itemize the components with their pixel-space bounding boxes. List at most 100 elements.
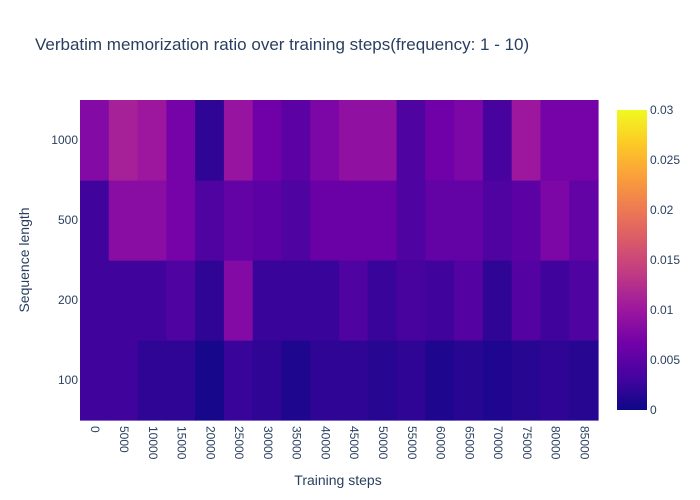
- heatmap-cell: [80, 340, 110, 421]
- heatmap-cell: [339, 260, 369, 341]
- heatmap-cell: [339, 100, 369, 181]
- colorbar-tick-label: 0.025: [650, 153, 680, 167]
- heatmap-cell: [166, 260, 196, 341]
- heatmap-cell: [339, 180, 369, 261]
- colorbar: [617, 110, 647, 410]
- heatmap-cell: [540, 100, 570, 181]
- x-tick-label: 35000: [290, 426, 304, 460]
- x-tick-label: 5000: [117, 426, 131, 453]
- y-tick-labels: 100 200 500 1000: [51, 133, 78, 387]
- colorbar-tick-label: 0.02: [650, 203, 674, 217]
- heatmap-cell: [137, 260, 167, 341]
- heatmap-cell: [195, 100, 225, 181]
- colorbar-tick-label: 0.005: [650, 353, 680, 367]
- heatmap-cell: [195, 260, 225, 341]
- heatmap-cell: [80, 100, 110, 181]
- heatmap-cell: [367, 180, 398, 261]
- x-tick-label: 60000: [434, 426, 448, 460]
- heatmap-cell: [310, 180, 340, 261]
- heatmap-cell: [108, 100, 139, 181]
- heatmap-cell: [80, 260, 110, 341]
- heatmap-cell: [166, 340, 196, 421]
- heatmap-cell: [482, 260, 513, 341]
- y-tick-label: 200: [58, 293, 78, 307]
- y-tick-label: 100: [58, 373, 78, 387]
- heatmap-cell: [339, 340, 369, 421]
- heatmap-cell: [310, 100, 340, 181]
- x-tick-label: 75000: [520, 426, 534, 460]
- heatmap-cell: [223, 260, 254, 341]
- heatmap-cell: [540, 340, 570, 421]
- heatmap-cell: [425, 100, 455, 181]
- colorbar-tick-label: 0.01: [650, 303, 674, 317]
- heatmap-cell: [396, 260, 426, 341]
- heatmap-cell: [454, 340, 484, 421]
- x-tick-labels: 0 5000 10000 15000 20000 25000 30000 35000 40000…: [88, 426, 591, 460]
- x-tick-label: 55000: [405, 426, 419, 460]
- colorbar-tick-label: 0.03: [650, 103, 674, 117]
- heatmap-cell: [396, 180, 426, 261]
- chart-title: Verbatim memorization ratio over trainin…: [35, 35, 529, 54]
- heatmap-cell: [367, 100, 398, 181]
- x-tick-label: 0: [88, 426, 102, 433]
- heatmap-cell: [482, 100, 513, 181]
- heatmap-cell: [454, 260, 484, 341]
- heatmap-cell: [281, 180, 311, 261]
- heatmap-cell: [252, 260, 283, 341]
- x-tick-label: 30000: [261, 426, 275, 460]
- heatmap-cell: [137, 180, 167, 261]
- colorbar-tick-label: 0: [650, 403, 657, 417]
- heatmap-cell: [137, 100, 167, 181]
- heatmap-cell: [511, 180, 542, 261]
- heatmap-cell: [569, 180, 599, 261]
- heatmap-cell: [396, 340, 426, 421]
- heatmap-cell: [252, 180, 283, 261]
- heatmap-cell: [396, 100, 426, 181]
- x-tick-label: 65000: [462, 426, 476, 460]
- x-tick-label: 10000: [146, 426, 160, 460]
- heatmap-cells: [80, 100, 599, 421]
- y-axis-title: Sequence length: [16, 207, 32, 312]
- heatmap-cell: [223, 340, 254, 421]
- heatmap-cell: [511, 260, 542, 341]
- heatmap-cell: [569, 260, 599, 341]
- x-tick-label: 70000: [491, 426, 505, 460]
- heatmap-cell: [454, 180, 484, 261]
- x-tick-label: 45000: [347, 426, 361, 460]
- colorbar-tick-label: 0.015: [650, 253, 680, 267]
- heatmap-cell: [252, 100, 283, 181]
- x-axis-title: Training steps: [294, 472, 381, 488]
- heatmap-cell: [454, 100, 484, 181]
- heatmap-cell: [108, 180, 139, 261]
- y-tick-label: 1000: [51, 133, 78, 147]
- heatmap-cell: [511, 100, 542, 181]
- heatmap-cell: [223, 180, 254, 261]
- heatmap-cell: [511, 340, 542, 421]
- heatmap-cell: [569, 340, 599, 421]
- heatmap-cell: [195, 180, 225, 261]
- heatmap-cell: [540, 260, 570, 341]
- x-tick-label: 40000: [318, 426, 332, 460]
- heatmap-cell: [195, 340, 225, 421]
- heatmap-cell: [281, 100, 311, 181]
- x-tick-label: 20000: [203, 426, 217, 460]
- heatmap-cell: [223, 100, 254, 181]
- heatmap-cell: [108, 340, 139, 421]
- heatmap-cell: [540, 180, 570, 261]
- heatmap-cell: [310, 340, 340, 421]
- heatmap-cell: [425, 340, 455, 421]
- y-tick-label: 500: [58, 213, 78, 227]
- heatmap-cell: [569, 100, 599, 181]
- heatmap-cell: [367, 340, 398, 421]
- heatmap-cell: [108, 260, 139, 341]
- heatmap-cell: [137, 340, 167, 421]
- heatmap-cell: [482, 180, 513, 261]
- heatmap-cell: [425, 260, 455, 341]
- heatmap-cell: [80, 180, 110, 261]
- x-tick-label: 80000: [549, 426, 563, 460]
- heatmap-cell: [252, 340, 283, 421]
- x-tick-label: 15000: [175, 426, 189, 460]
- heatmap-cell: [281, 340, 311, 421]
- colorbar-tick-labels: 0 0.005 0.01 0.015 0.02 0.025 0.03: [650, 103, 680, 417]
